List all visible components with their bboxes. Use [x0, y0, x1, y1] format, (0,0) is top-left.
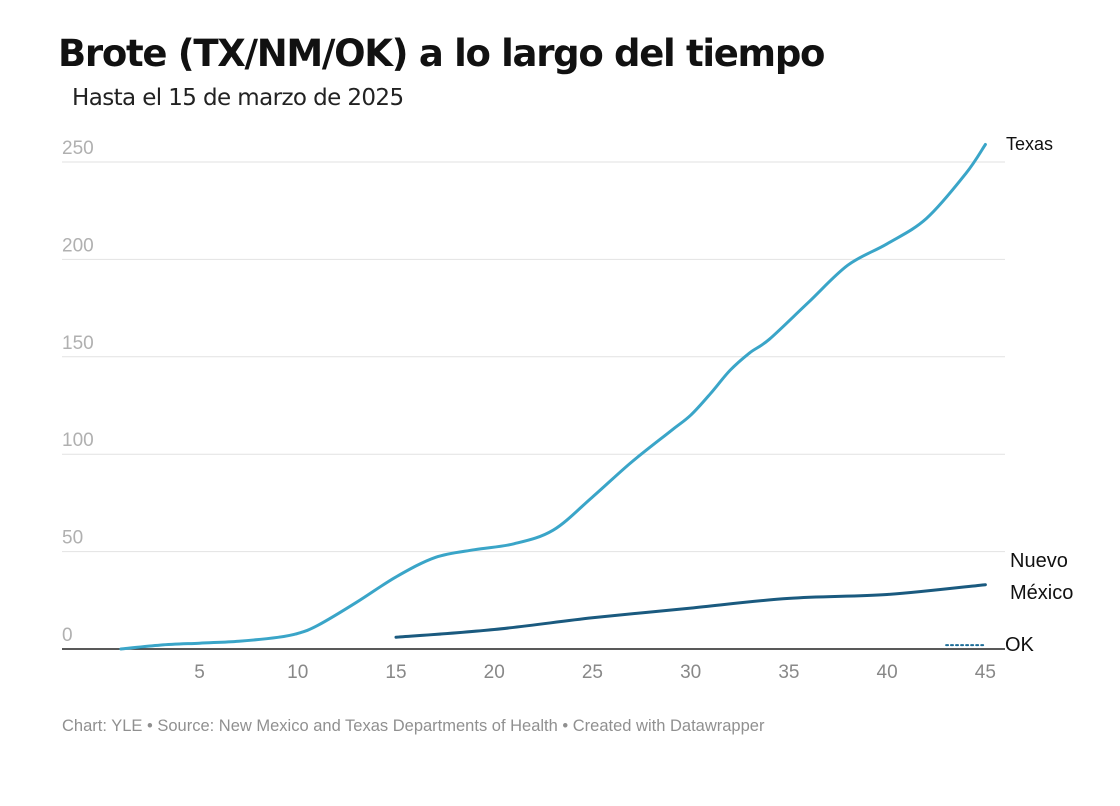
x-tick-label: 30 — [680, 662, 701, 683]
series-label-nuevo-mexico: Nuevo México — [1010, 550, 1073, 604]
y-tick-label: 50 — [62, 528, 83, 549]
chart-subtitle: Hasta el 15 de marzo de 2025 — [72, 85, 404, 111]
x-tick-label: 40 — [877, 662, 898, 683]
series-label-ok: OK — [1005, 634, 1035, 656]
series-line-texas — [119, 143, 987, 651]
series-lines — [119, 143, 987, 651]
y-tick-label: 250 — [62, 138, 94, 159]
x-tick-label: 45 — [975, 662, 996, 683]
x-tick-label: 20 — [484, 662, 505, 683]
y-axis-ticks: 0 50 100 150 200 250 — [62, 138, 94, 646]
x-tick-label: 35 — [778, 662, 799, 683]
y-tick-label: 200 — [62, 235, 94, 256]
x-tick-label: 5 — [194, 662, 205, 683]
x-tick-label: 10 — [287, 662, 308, 683]
gridlines — [62, 161, 1005, 553]
series-labels: Texas Nuevo México OK — [1005, 134, 1073, 657]
chart-footer: Chart: YLE • Source: New Mexico and Texa… — [62, 717, 765, 735]
x-tick-label: 25 — [582, 662, 603, 683]
x-axis-ticks: 5 10 15 20 25 30 35 40 45 — [194, 662, 996, 683]
y-tick-label: 150 — [62, 333, 94, 354]
chart-title: Brote (TX/NM/OK) a lo largo del tiempo — [58, 32, 825, 75]
x-tick-label: 15 — [385, 662, 406, 683]
line-chart: 0 50 100 150 200 250 5 10 15 20 25 30 35 40 45 Texas N… — [62, 134, 1073, 683]
y-tick-label: 100 — [62, 430, 94, 451]
series-label-texas: Texas — [1006, 134, 1053, 154]
series-line-nuevo-mexico — [394, 583, 987, 639]
y-tick-label: 0 — [62, 625, 73, 646]
